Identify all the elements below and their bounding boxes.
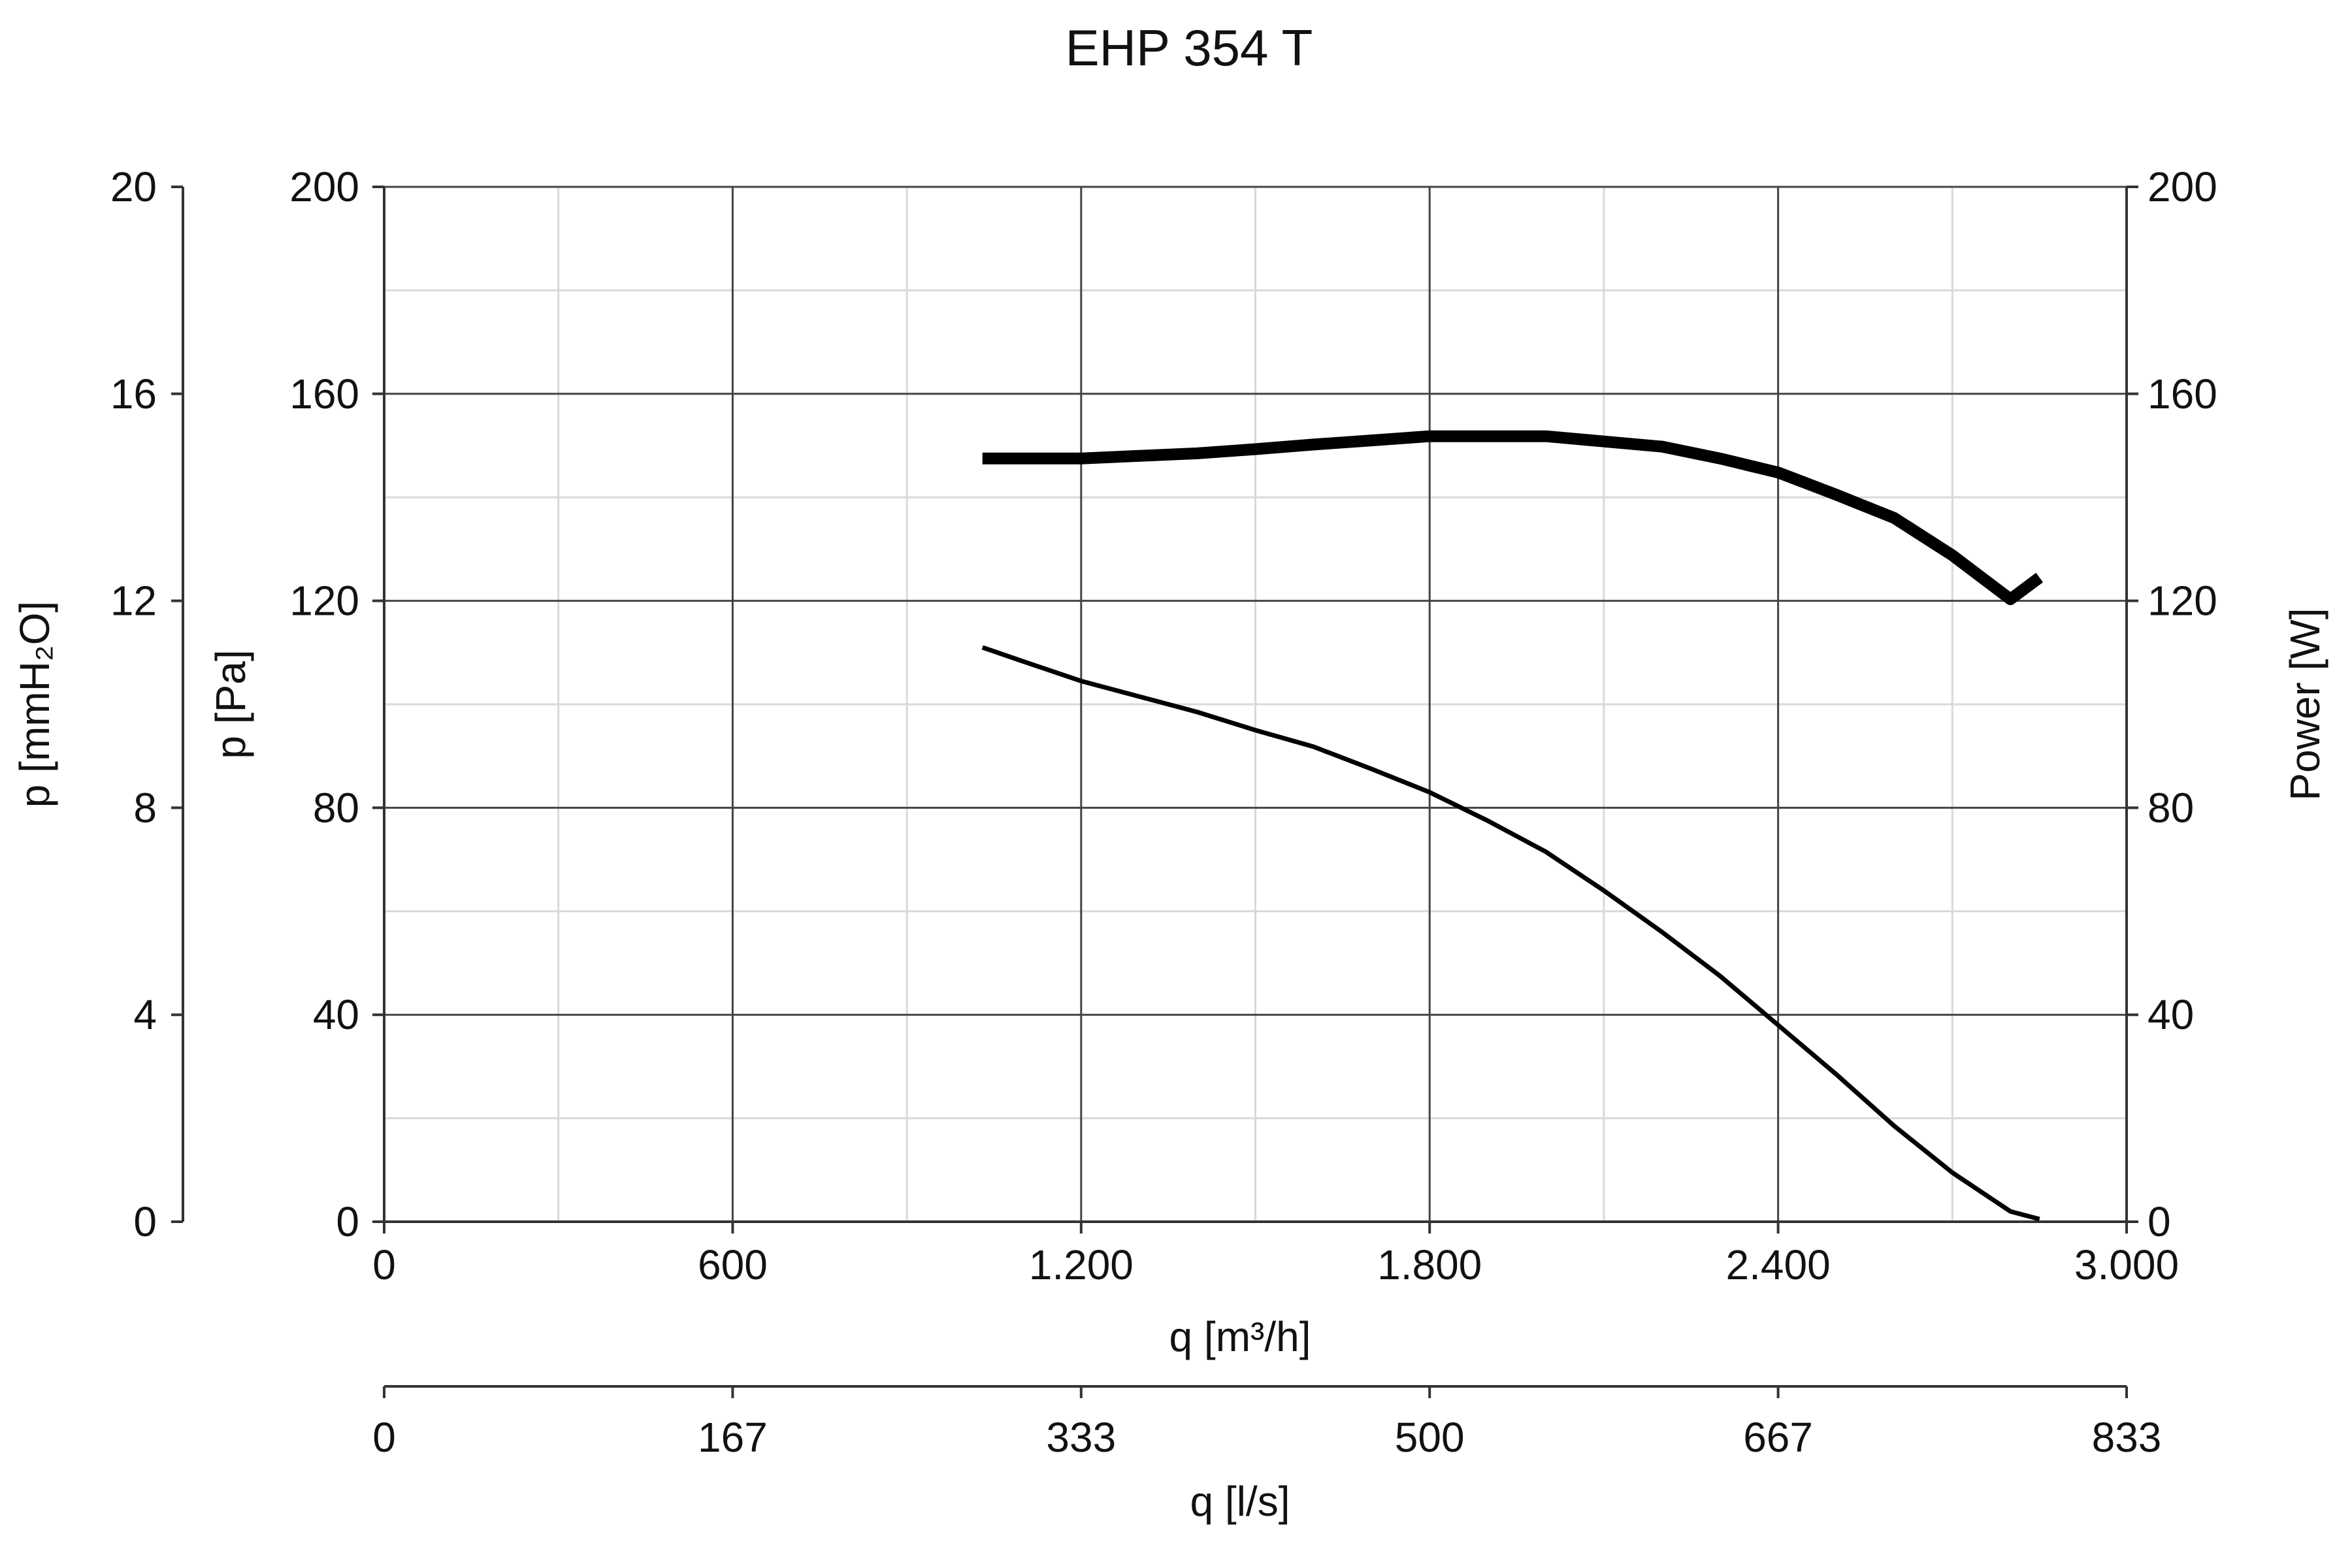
series-line-pressure xyxy=(981,645,2040,1222)
y-right-tick-label: 0 xyxy=(2148,1198,2171,1245)
x2-tick-label: 333 xyxy=(1046,1414,1116,1461)
y-outer-tick-label: 16 xyxy=(110,370,157,417)
x2-tick-label: 0 xyxy=(372,1414,396,1461)
y-outer-tick-label: 8 xyxy=(133,784,157,831)
chart-title: EHP 354 T xyxy=(1066,19,1313,76)
y-tick-label: 40 xyxy=(313,991,359,1038)
x2-axis-title: q [l/s] xyxy=(1190,1478,1290,1525)
y-right-tick-label: 160 xyxy=(2148,370,2217,417)
y-right-tick-label: 40 xyxy=(2148,991,2194,1038)
y-outer-tick-label: 4 xyxy=(133,991,157,1038)
x2-tick-label: 500 xyxy=(1395,1414,1465,1461)
x-tick-label: 1.200 xyxy=(1029,1241,1134,1288)
axes xyxy=(171,186,2138,1398)
x2-tick-label: 667 xyxy=(1743,1414,1813,1461)
x-tick-label: 0 xyxy=(372,1241,396,1288)
y-tick-label: 160 xyxy=(289,370,359,417)
y-outer-tick-label: 0 xyxy=(133,1198,157,1245)
y-right-tick-label: 80 xyxy=(2148,784,2194,831)
x2-tick-label: 167 xyxy=(698,1414,768,1461)
y-right-axis-title: Power [W] xyxy=(2281,608,2328,800)
y-right-tick-label: 200 xyxy=(2148,163,2217,210)
y-outer-axis-title: p [mmH₂O] xyxy=(11,601,58,808)
grid-minor xyxy=(384,187,2127,1222)
x-tick-label: 1.800 xyxy=(1377,1241,1482,1288)
x-tick-label: 2.400 xyxy=(1726,1241,1831,1288)
series-layer xyxy=(981,430,2044,1222)
x-tick-label: 600 xyxy=(698,1241,768,1288)
series-line-power xyxy=(982,430,2044,606)
y-axis-title: p [Pa] xyxy=(207,649,254,759)
x2-tick-label: 833 xyxy=(2092,1414,2162,1461)
y-tick-label: 80 xyxy=(313,784,359,831)
y-tick-label: 200 xyxy=(289,163,359,210)
y-outer-tick-label: 20 xyxy=(110,163,157,210)
y-right-tick-label: 120 xyxy=(2148,578,2217,625)
y-tick-label: 0 xyxy=(336,1198,359,1245)
x-tick-label: 3.000 xyxy=(2074,1241,2179,1288)
x-axis-title: q [m³/h] xyxy=(1169,1313,1311,1360)
y-tick-label: 120 xyxy=(289,578,359,625)
y-outer-tick-label: 12 xyxy=(110,578,157,625)
